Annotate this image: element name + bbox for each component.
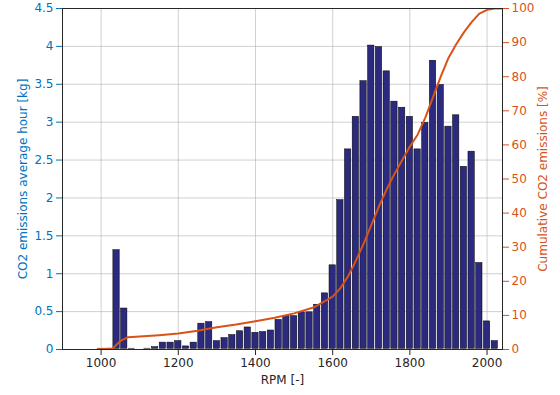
svg-text:10: 10	[512, 308, 527, 322]
svg-text:2000: 2000	[472, 356, 503, 370]
svg-text:1000: 1000	[86, 356, 117, 370]
svg-text:CO2 emissions average hour [kg: CO2 emissions average hour [kg]	[16, 79, 30, 280]
svg-text:RPM [-]: RPM [-]	[261, 373, 304, 387]
svg-text:0: 0	[46, 342, 54, 356]
svg-text:1200: 1200	[163, 356, 194, 370]
svg-text:0: 0	[512, 342, 520, 356]
svg-text:30: 30	[512, 240, 527, 254]
svg-text:2.5: 2.5	[34, 153, 53, 167]
svg-text:60: 60	[512, 138, 527, 152]
svg-text:20: 20	[512, 274, 527, 288]
svg-text:1400: 1400	[240, 356, 271, 370]
svg-text:0.5: 0.5	[34, 304, 53, 318]
svg-text:100: 100	[512, 1, 535, 15]
svg-text:2: 2	[46, 191, 54, 205]
svg-text:80: 80	[512, 70, 527, 84]
svg-text:50: 50	[512, 172, 527, 186]
svg-text:1800: 1800	[395, 356, 426, 370]
svg-text:1: 1	[46, 267, 54, 281]
svg-text:Cumulative CO2 emissions [%]: Cumulative CO2 emissions [%]	[536, 86, 550, 272]
svg-text:3: 3	[46, 115, 54, 129]
svg-text:90: 90	[512, 35, 527, 49]
svg-text:40: 40	[512, 206, 527, 220]
svg-text:3.5: 3.5	[34, 77, 53, 91]
svg-text:70: 70	[512, 104, 527, 118]
svg-text:4.5: 4.5	[34, 1, 53, 15]
svg-text:1600: 1600	[317, 356, 348, 370]
svg-text:1.5: 1.5	[34, 229, 53, 243]
svg-text:4: 4	[46, 39, 54, 53]
